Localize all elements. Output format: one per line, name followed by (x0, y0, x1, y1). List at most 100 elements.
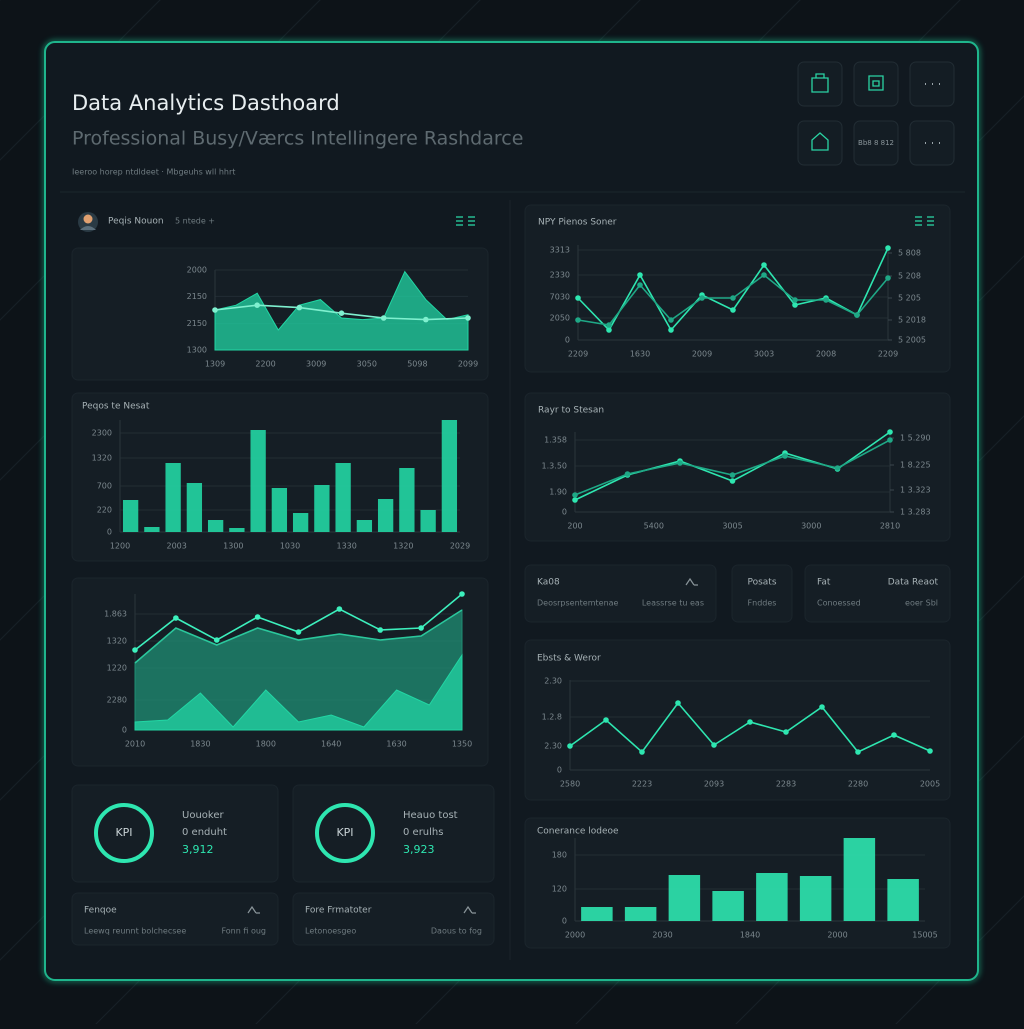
y-tick-label: 0 (562, 508, 567, 517)
point (823, 297, 829, 303)
x-tick-label: 2003 (166, 542, 186, 551)
kpi-ring (94, 803, 154, 863)
x-tick-label: 5098 (407, 360, 427, 369)
x-tick-label: 200 (567, 522, 582, 531)
point (675, 700, 681, 706)
point (761, 272, 767, 278)
x-tick-label: 1200 (110, 542, 130, 551)
y2-tick-label: 1 3.323 (900, 486, 931, 495)
chart-subtitle: 5 ntede + (175, 217, 215, 226)
card-tag: Data Reaot (888, 578, 939, 588)
point (377, 627, 384, 633)
x-tick-label: 1830 (190, 740, 210, 749)
y-tick-label: 1320 (92, 454, 112, 463)
card-text: Leewq reunnt bolchecsee (84, 927, 186, 936)
y2-tick-label: 1 5.290 (900, 434, 931, 443)
bar (250, 430, 266, 532)
card-title: Fat (817, 578, 831, 588)
card-title: Fore Frmatoter (305, 906, 372, 916)
panel (524, 564, 717, 623)
point (212, 307, 218, 313)
icon-button[interactable] (797, 61, 843, 107)
point (792, 302, 798, 308)
bar (843, 838, 876, 921)
y-tick-label: 2.30 (544, 742, 562, 751)
y-tick-label: 0 (107, 528, 112, 537)
chart-title: NPY Pienos Soner (538, 218, 617, 228)
x-tick-label: 2010 (125, 740, 145, 749)
card-icon (463, 905, 476, 914)
point (887, 429, 893, 435)
bar (420, 510, 436, 532)
card-text: Conoessed (817, 599, 861, 608)
chart-title: Rayr to Stesan (538, 406, 604, 416)
y2-tick-label: 5 808 (898, 249, 921, 258)
y-tick-label: 120 (552, 885, 567, 894)
point (834, 465, 841, 471)
meta: Ieeroo horep ntdldeet · Mbgeuhs wll hhrt (72, 168, 235, 177)
point (132, 647, 138, 653)
y-tick-label: 3313 (550, 246, 570, 255)
y-tick-label: 1220 (107, 664, 127, 673)
kpi-line: 0 enduht (182, 827, 227, 838)
y-tick-label: 0 (557, 766, 562, 775)
bar (887, 879, 919, 921)
point (854, 312, 860, 318)
icon-label: Bb8 8 812 (858, 139, 894, 147)
point (729, 472, 736, 478)
bar (799, 876, 832, 921)
x-tick-label: 1640 (321, 740, 341, 749)
icon-bag (811, 73, 829, 93)
x-tick-label: 2005 (920, 780, 940, 789)
point (380, 315, 387, 321)
point (254, 614, 261, 620)
icon-button[interactable] (797, 120, 843, 166)
bar (756, 873, 788, 921)
point (885, 275, 891, 281)
icon-button[interactable] (853, 120, 899, 166)
x-tick-label: 5400 (644, 522, 664, 531)
y-tick-label: 1300 (187, 346, 207, 355)
card-text: Letonoesgeo (305, 927, 356, 936)
point (295, 629, 302, 635)
icon-box (868, 75, 884, 91)
y-tick-label: 0 (562, 917, 567, 926)
bar (581, 907, 613, 921)
card-text: Fnddes (748, 599, 777, 608)
x-tick-label: 2029 (450, 542, 470, 551)
card-note: Daous to fog (431, 927, 482, 936)
card-note: Leassrse tu eas (642, 599, 704, 608)
point (606, 327, 612, 333)
line (134, 609, 463, 664)
x-tick-label: 3003 (754, 350, 774, 359)
bar (624, 907, 657, 921)
bar (165, 463, 181, 532)
y-tick-label: 7030 (550, 293, 570, 302)
x-tick-label: 3009 (306, 360, 326, 369)
bar (356, 520, 373, 532)
x-tick-label: 2209 (878, 350, 898, 359)
y-tick-label: 2300 (92, 429, 112, 438)
point (782, 453, 788, 459)
point (173, 615, 179, 621)
point (677, 460, 683, 466)
point (819, 704, 825, 710)
panel (292, 892, 495, 946)
y-tick-label: 2150 (187, 292, 207, 301)
bar (292, 513, 309, 532)
point (637, 282, 643, 288)
x-tick-label: 2580 (560, 780, 580, 789)
panel (524, 817, 951, 949)
y2-tick-label: 5 2018 (898, 316, 926, 325)
kpi-badge: KPI (115, 826, 132, 839)
y-tick-label: 1.358 (544, 436, 567, 445)
panel (804, 564, 951, 623)
point (575, 295, 581, 301)
bar (377, 499, 394, 532)
panel (71, 392, 489, 562)
icon-button[interactable] (853, 61, 899, 107)
y-tick-label: 1.863 (104, 610, 127, 619)
point (699, 295, 705, 301)
